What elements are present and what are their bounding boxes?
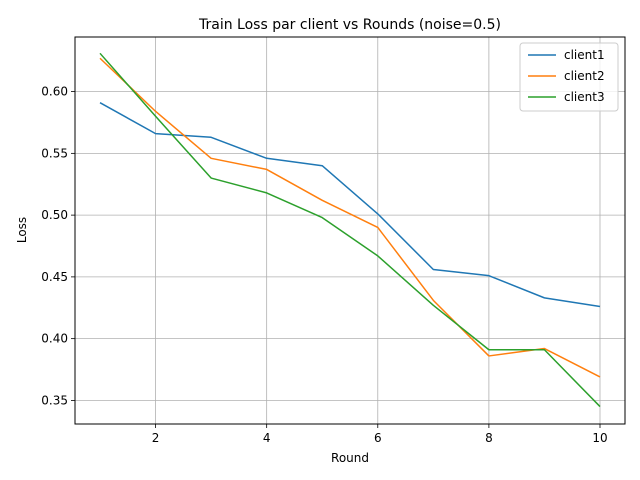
legend-label-client3: client3 [564, 90, 605, 104]
y-tick-label: 0.35 [41, 393, 68, 407]
y-axis-label: Loss [15, 217, 29, 243]
legend-label-client1: client1 [564, 48, 605, 62]
x-tick-label: 6 [374, 431, 382, 445]
x-tick-label: 2 [152, 431, 160, 445]
x-tick-label: 10 [592, 431, 607, 445]
plot-frame [74, 36, 626, 425]
axis-ticks: 2 4 6 8 10 0.35 0.40 0.45 0.50 0.55 0.60 [41, 85, 607, 445]
y-tick-label: 0.40 [41, 332, 68, 346]
x-tick-label: 4 [263, 431, 271, 445]
y-tick-label: 0.45 [41, 270, 68, 284]
x-axis-label: Round [331, 451, 369, 465]
legend-box [519, 42, 619, 112]
legend-label-client2: client2 [564, 69, 605, 83]
series-lines [99, 52, 601, 408]
series-line-client2 [99, 57, 601, 378]
y-tick-label: 0.60 [41, 85, 68, 99]
chart-title: Train Loss par client vs Rounds (noise=0… [198, 17, 501, 33]
y-tick-label: 0.55 [41, 146, 68, 160]
legend: client1 client2 client3 [519, 42, 619, 112]
x-tick-label: 8 [485, 431, 493, 445]
series-line-client3 [99, 52, 601, 408]
y-tick-label: 0.50 [41, 208, 68, 222]
